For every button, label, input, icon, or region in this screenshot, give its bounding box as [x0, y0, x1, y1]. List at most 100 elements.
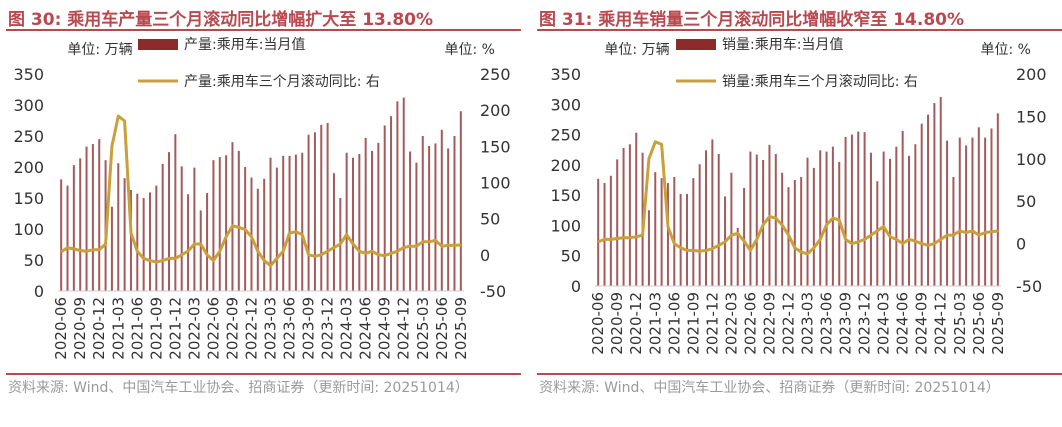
- x-tick-label: 2022-06: [204, 297, 222, 360]
- line-point: [117, 115, 119, 117]
- line-point: [749, 249, 752, 251]
- line-point: [864, 238, 866, 240]
- line-point: [724, 241, 726, 243]
- bar: [743, 187, 746, 286]
- line-point: [206, 254, 208, 256]
- bar: [402, 97, 405, 291]
- y-left-tick-label: 300: [550, 95, 581, 114]
- line-point: [174, 257, 176, 260]
- x-tick-label: 2023-03: [799, 292, 817, 355]
- line-point: [661, 143, 663, 145]
- line-point: [377, 254, 379, 256]
- line-point: [415, 245, 418, 247]
- x-tick-label: 2020-09: [71, 297, 89, 360]
- x-tick-label: 2023-09: [300, 297, 318, 360]
- y-right-tick-label: -50: [1016, 277, 1042, 296]
- line-point: [200, 243, 202, 245]
- line-point: [946, 234, 948, 236]
- x-tick-label: 2022-12: [779, 292, 797, 355]
- bar: [971, 137, 974, 286]
- bar: [863, 132, 866, 286]
- bar: [307, 134, 310, 291]
- y-left-tick-label: 350: [550, 65, 581, 84]
- x-tick-label: 2022-09: [223, 297, 241, 360]
- bar: [421, 136, 424, 291]
- x-tick-label: 2021-09: [684, 292, 702, 355]
- line-point: [422, 241, 424, 243]
- bar: [117, 163, 120, 291]
- legend-bar-swatch: [138, 39, 178, 50]
- bar: [79, 158, 82, 291]
- x-tick-label: 2025-03: [414, 297, 432, 360]
- line-point: [453, 244, 456, 247]
- bar: [459, 111, 462, 291]
- line-point: [673, 243, 675, 245]
- legend-bar-swatch: [676, 39, 716, 50]
- y-left-tick-label: 150: [550, 186, 581, 205]
- bar: [377, 142, 380, 291]
- y-left-tick-label: 300: [13, 96, 44, 115]
- x-tick-label: 2020-06: [589, 292, 607, 355]
- bar: [390, 116, 393, 291]
- bar: [193, 167, 196, 291]
- bar: [129, 189, 132, 291]
- bar: [60, 179, 63, 291]
- y-right-tick-label: 0: [1016, 235, 1026, 254]
- bar: [939, 97, 942, 286]
- y-right-tick-label: 150: [480, 137, 511, 156]
- bar: [383, 125, 386, 292]
- line-point: [667, 226, 669, 228]
- line-point: [301, 233, 303, 236]
- x-tick-label: 2021-12: [166, 297, 184, 360]
- line-point: [276, 257, 278, 260]
- line-point: [187, 250, 189, 252]
- line-point: [143, 257, 145, 260]
- line-point: [60, 251, 62, 253]
- y-right-tick-label: 200: [480, 101, 511, 120]
- x-tick-label: 2025-06: [970, 292, 988, 355]
- x-tick-label: 2025-09: [989, 292, 1007, 355]
- line-point: [895, 238, 897, 240]
- right-unit-label: 单位: %: [981, 42, 1031, 58]
- bar: [977, 127, 980, 286]
- title-rule: [6, 29, 521, 31]
- x-tick-label: 2022-06: [741, 292, 759, 355]
- bar: [161, 163, 164, 291]
- bar: [888, 158, 891, 286]
- y-left-tick-label: 50: [24, 251, 44, 270]
- y-left-tick-label: 0: [571, 277, 581, 296]
- bar: [901, 130, 904, 286]
- line-point: [851, 243, 853, 245]
- line-point: [857, 241, 859, 243]
- bar: [844, 136, 847, 286]
- bar: [692, 178, 695, 286]
- source-rule: [6, 373, 521, 375]
- line-point: [654, 141, 656, 143]
- line-point: [149, 260, 151, 262]
- line-point: [295, 231, 297, 233]
- bar: [622, 147, 625, 286]
- x-tick-label: 2021-03: [109, 297, 127, 360]
- line-point: [282, 250, 284, 252]
- bar: [958, 137, 961, 286]
- x-tick-label: 2024-03: [875, 292, 893, 355]
- line-point: [358, 250, 360, 252]
- title-rule: [537, 29, 1062, 31]
- line-point: [838, 219, 840, 221]
- y-left-tick-label: 350: [13, 65, 44, 84]
- line-point: [825, 224, 828, 226]
- bar: [371, 150, 374, 291]
- line-point: [775, 217, 777, 219]
- legend-label-line: 销量:乘用车三个月滚动同比: 右: [722, 73, 918, 90]
- line-point: [365, 252, 367, 254]
- bar: [616, 159, 619, 286]
- line-point: [225, 236, 227, 238]
- line-point: [403, 247, 405, 249]
- line-point: [85, 250, 88, 252]
- bar: [730, 172, 733, 286]
- x-tick-label: 2021-09: [147, 297, 165, 360]
- bar: [628, 144, 631, 286]
- x-tick-label: 2020-09: [608, 292, 626, 355]
- line-point: [705, 249, 707, 251]
- line-point: [768, 215, 771, 218]
